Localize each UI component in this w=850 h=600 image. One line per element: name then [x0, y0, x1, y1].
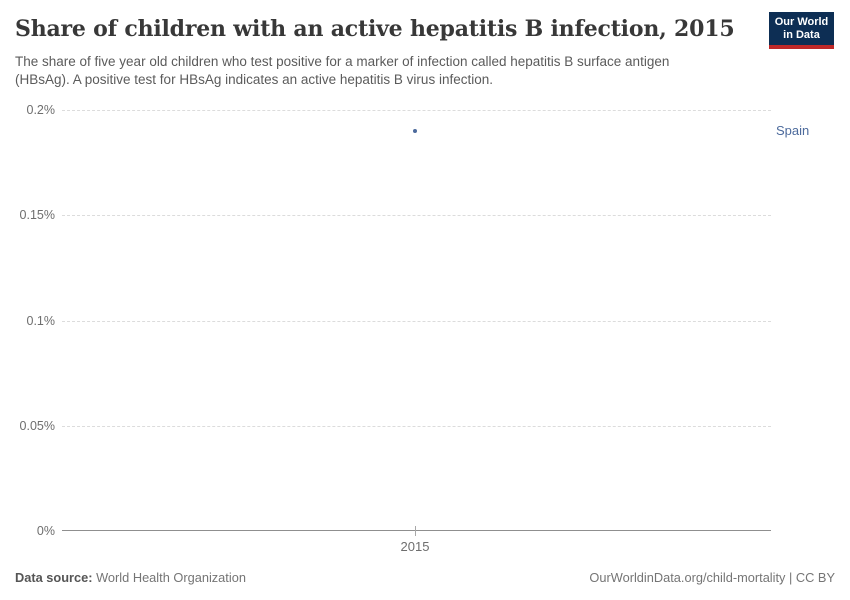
x-axis-tick-mark — [415, 526, 416, 536]
data-source-note: Data source: World Health Organization — [15, 570, 246, 585]
gridline-0.1pct — [62, 321, 771, 322]
gridline-0.2pct — [62, 110, 771, 111]
y-tick-label-0.05pct: 0.05% — [19, 419, 55, 433]
chart-subtitle-line1: The share of five year old children who … — [15, 54, 670, 69]
owid-logo[interactable]: Our World in Data — [769, 12, 834, 49]
gridline-0.15pct — [62, 215, 771, 216]
owid-logo-line1: Our World — [774, 16, 829, 28]
y-tick-label-0.15pct: 0.15% — [19, 208, 55, 222]
y-tick-label-0.2pct: 0.2% — [26, 103, 56, 117]
data-source-label: Data source: — [15, 570, 93, 585]
chart-subtitle: The share of five year old children who … — [15, 53, 760, 88]
x-axis-line — [62, 530, 771, 531]
chart-title: Share of children with an active hepatit… — [15, 16, 735, 42]
data-source-value: World Health Organization — [92, 570, 246, 585]
y-tick-label-0pct: 0% — [36, 524, 55, 538]
entity-label-spain[interactable]: Spain — [776, 123, 810, 138]
owid-logo-line2: in Data — [783, 29, 820, 41]
chart-subtitle-line2: (HBsAg). A positive test for HBsAg indic… — [15, 71, 493, 87]
gridline-0.05pct — [62, 426, 771, 427]
credit-link[interactable]: OurWorldinData.org/child-mortality | CC … — [589, 570, 835, 585]
y-tick-label-0.1pct: 0.1% — [26, 314, 56, 328]
x-tick-label-2015: 2015 — [400, 539, 430, 554]
data-point-spain-2015[interactable] — [413, 129, 417, 133]
